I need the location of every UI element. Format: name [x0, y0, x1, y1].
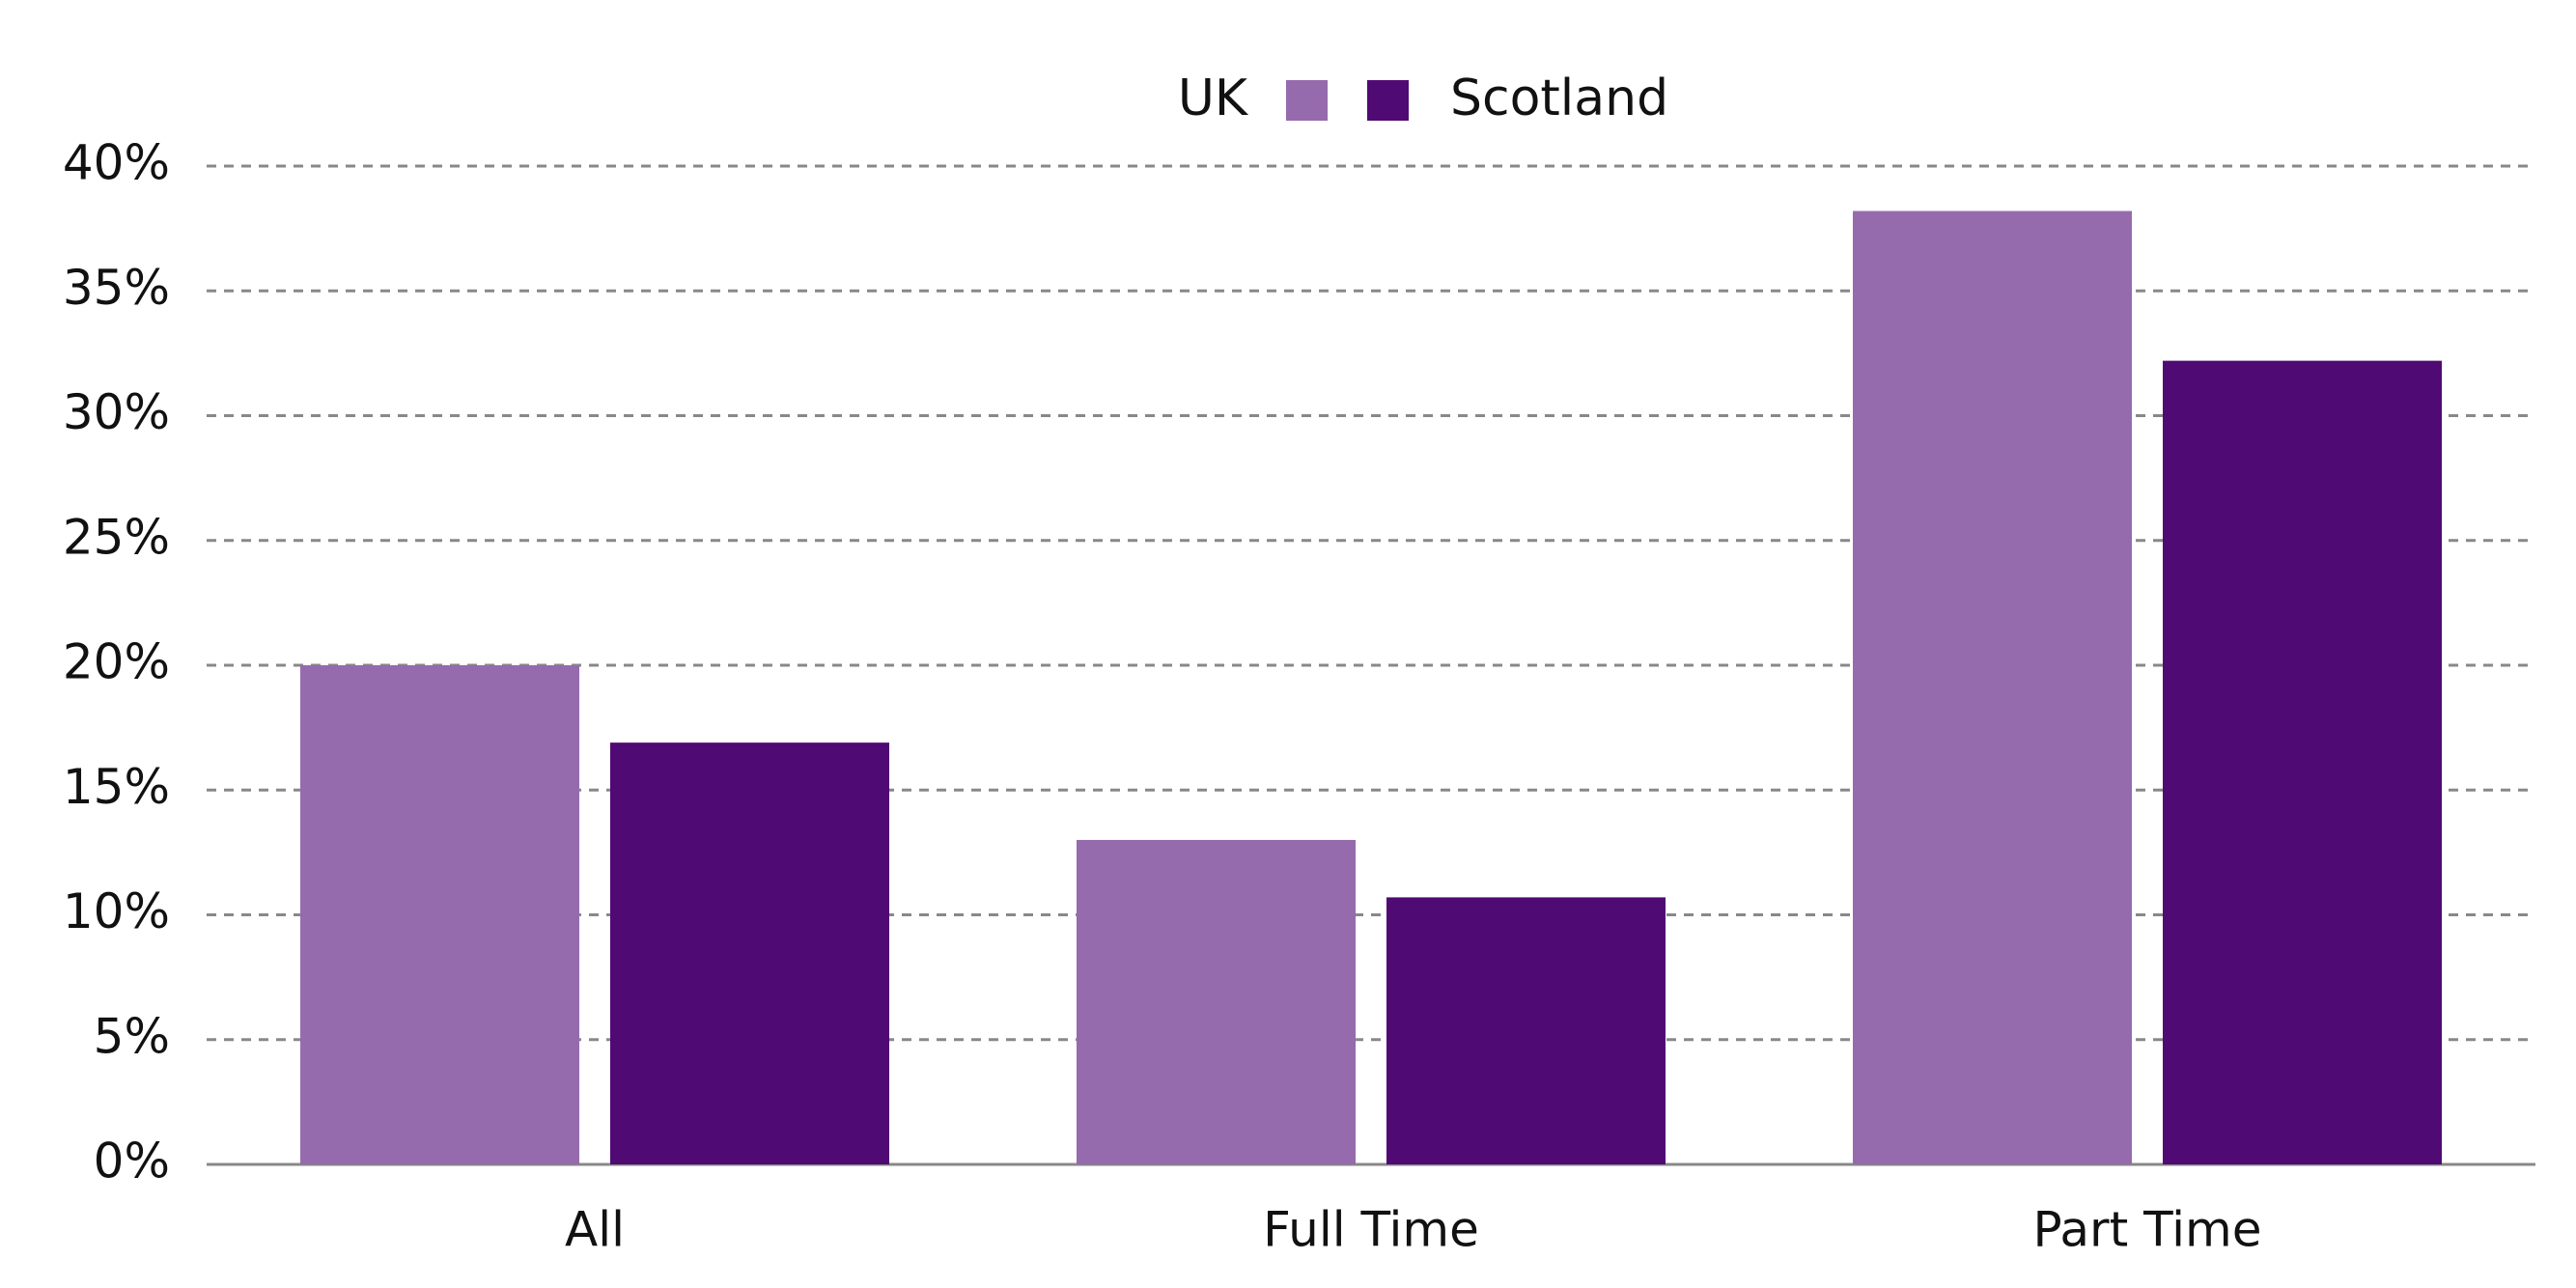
- bar: [1853, 210, 2132, 1164]
- y-tick-label: 10%: [63, 883, 170, 939]
- y-tick-label: 20%: [63, 634, 170, 690]
- x-tick-label: All: [565, 1202, 625, 1258]
- bar: [1386, 897, 1666, 1164]
- legend-label: UK: [1178, 70, 1249, 127]
- legend-label: Scotland: [1450, 70, 1668, 127]
- y-tick-label: 40%: [63, 135, 170, 191]
- bar: [1077, 839, 1356, 1164]
- bar: [2163, 360, 2442, 1164]
- y-tick-label: 35%: [63, 260, 170, 316]
- legend-swatch: [1367, 80, 1409, 121]
- x-tick-label: Part Time: [2033, 1202, 2262, 1258]
- bar: [610, 742, 889, 1164]
- y-tick-label: 0%: [94, 1134, 170, 1190]
- y-tick-label: 5%: [94, 1008, 170, 1064]
- y-tick-label: 30%: [63, 384, 170, 440]
- y-tick-label: 15%: [63, 759, 170, 815]
- legend-swatch: [1286, 80, 1328, 121]
- bar: [300, 665, 579, 1164]
- y-tick-label: 25%: [63, 509, 170, 565]
- x-tick-label: Full Time: [1263, 1202, 1479, 1258]
